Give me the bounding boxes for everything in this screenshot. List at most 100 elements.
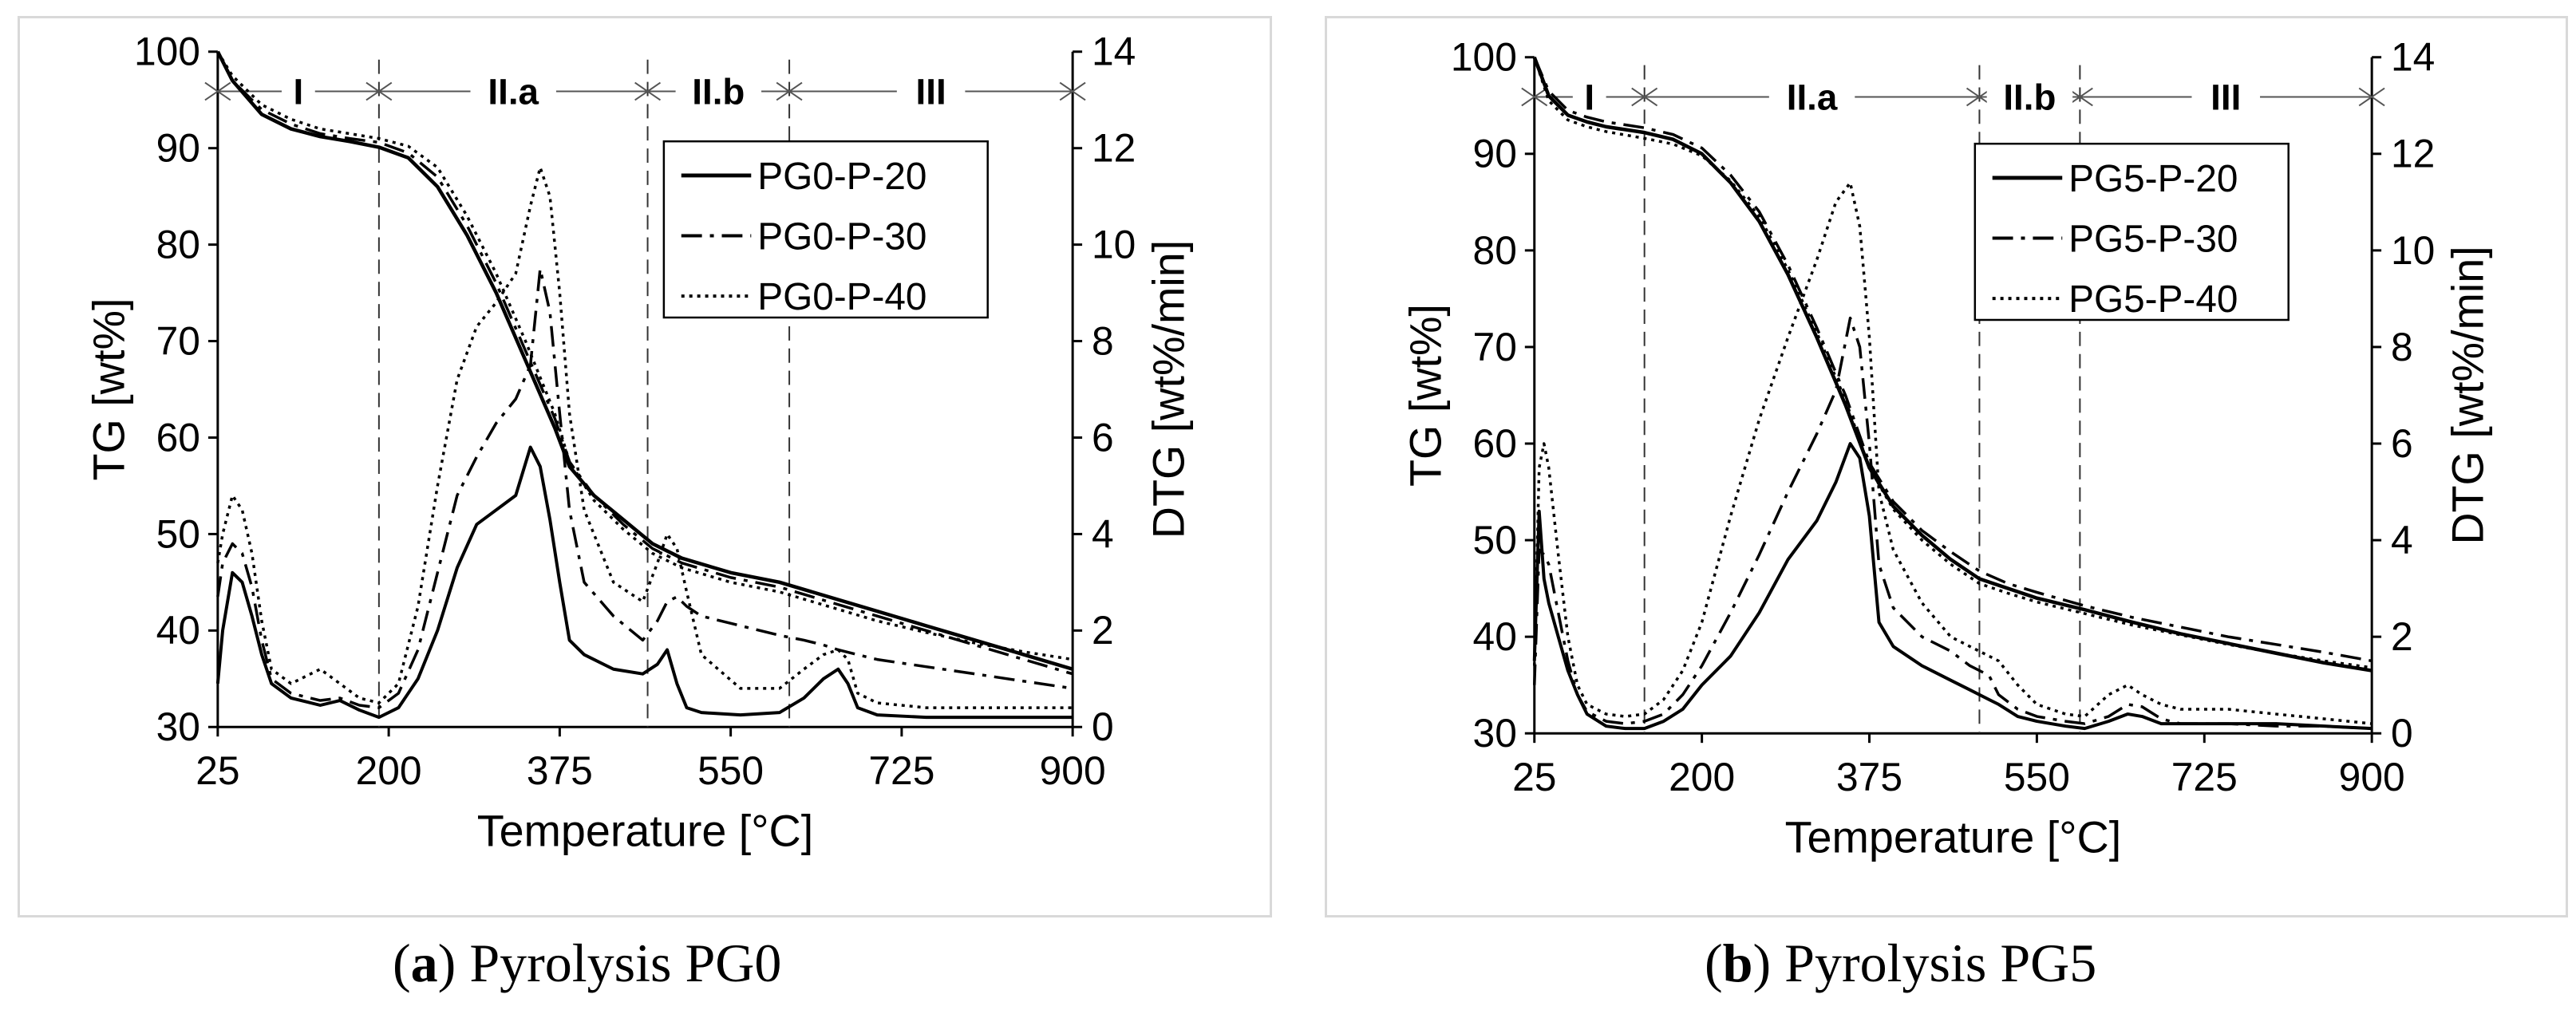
caption-text-a: Pyrolysis PG0 (469, 933, 782, 993)
x-axis-label: Temperature [°C] (477, 806, 814, 855)
y2-axis-label: DTG [wt%/min] (1144, 240, 1193, 539)
y-tick-label-right: 8 (2391, 325, 2413, 369)
stage-label: II.a (488, 71, 539, 112)
y-tick-label-left: 40 (1473, 614, 1517, 659)
stage-arrowhead (1521, 87, 1548, 107)
stage-arrowhead (204, 81, 231, 101)
x-tick-label: 725 (868, 748, 934, 793)
y-tick-label-right: 0 (2391, 711, 2413, 756)
stage-label: III (2211, 77, 2241, 117)
y-tick-label-right: 14 (1092, 30, 1136, 74)
stage-label: II.b (2003, 77, 2056, 117)
x-tick-label: 550 (697, 748, 764, 793)
stage-arrowhead (1059, 81, 1086, 101)
y-tick-label-left: 70 (156, 318, 200, 363)
x-tick-label: 375 (527, 748, 593, 793)
chart-panel-a: 25 200 375 550 725 900 30 40 50 60 70 80 90 100 0 2 4 6 8 1… (18, 16, 1272, 917)
stage-label-bg (896, 67, 966, 112)
x-tick-label: 900 (1040, 748, 1106, 793)
dtg-line-PG0-P-30 (216, 267, 1073, 709)
y2-axis-label: DTG [wt%/min] (2443, 246, 2492, 544)
y-tick-label-left: 70 (1473, 325, 1517, 369)
y-tick-label-left: 90 (1473, 132, 1517, 176)
y-axis-label: TG [wt%] (1401, 304, 1450, 487)
legend-label: PG5-P-30 (2068, 218, 2238, 260)
y-tick-label-right: 12 (2391, 132, 2435, 176)
y-tick-label-right: 4 (2391, 518, 2413, 562)
tg-line-PG5-P-20 (1532, 56, 2373, 673)
y-tick-label-right: 2 (2391, 614, 2413, 659)
caption-text-b: Pyrolysis PG5 (1784, 933, 2097, 993)
legend-box (662, 140, 989, 319)
legend-label: PG0-P-20 (757, 156, 926, 198)
y-tick-label-left: 40 (156, 608, 200, 653)
stage-label-bg (675, 67, 762, 112)
legend-box (1973, 142, 2290, 322)
tg-line-PG0-P-20 (215, 50, 1073, 671)
stage-label-bg (2191, 73, 2261, 118)
y-tick-label-right: 6 (2391, 421, 2413, 466)
stage-arrowhead (1631, 87, 1658, 107)
stage-label: III (916, 71, 946, 112)
x-tick-label: 900 (2339, 755, 2405, 799)
caption-label-b: b (1722, 933, 1753, 993)
y-tick-label-right: 0 (1092, 704, 1114, 749)
x-tick-label: 25 (1512, 755, 1556, 799)
caption-a: (a) Pyrolysis PG0 (393, 933, 782, 993)
dtg-line-PG0-P-40 (216, 166, 1073, 709)
y-tick-label-right: 4 (1092, 511, 1114, 556)
legend-label: PG0-P-30 (757, 215, 926, 258)
y-tick-label-left: 30 (156, 704, 200, 749)
stage-label-bg (281, 67, 315, 112)
stage-label: I (294, 71, 304, 112)
legend-label: PG0-P-40 (757, 276, 926, 318)
stage-label: II.b (692, 71, 745, 112)
stage-arrowhead (2358, 87, 2385, 107)
y-tick-label-left: 50 (156, 511, 200, 556)
x-tick-label: 25 (196, 748, 239, 793)
y-tick-label-right: 6 (1092, 415, 1114, 460)
y-tick-label-left: 50 (1473, 518, 1517, 562)
x-axis-label: Temperature [°C] (1785, 812, 2122, 862)
x-tick-label: 200 (356, 748, 422, 793)
stage-arrowhead (634, 81, 662, 101)
caption-b: (b) Pyrolysis PG5 (1705, 933, 2097, 993)
dtg-line-PG0-P-20 (215, 445, 1073, 720)
y-axis-label: TG [wt%] (84, 298, 133, 481)
y-tick-label-left: 90 (156, 126, 200, 171)
stage-arrowhead (365, 81, 393, 101)
y-tick-label-left: 80 (1473, 228, 1517, 273)
legend-label: PG5-P-40 (2068, 278, 2238, 321)
stage-label: I (1584, 77, 1594, 117)
stage-label: II.a (1787, 77, 1838, 117)
stage-label-bg (1768, 73, 1855, 118)
tg-line-PG0-P-30 (216, 50, 1073, 676)
y-tick-label-left: 60 (1473, 421, 1517, 466)
chart-svg-a: 25 200 375 550 725 900 30 40 50 60 70 80 90 100 0 2 4 6 8 1… (84, 30, 1193, 856)
dtg-line-PG5-P-40 (1533, 181, 2373, 725)
stage-arrowhead (776, 81, 803, 101)
chart-panel-b: 25 200 375 550 725 900 30 40 50 60 70 80 90 100 0 2 4 6 8 1… (1325, 16, 2568, 917)
dtg-line-PG5-P-30 (1533, 316, 2373, 730)
y-tick-label-right: 8 (1092, 318, 1114, 363)
dtg-line-PG5-P-20 (1532, 442, 2373, 731)
stage-label-bg (1986, 73, 2073, 118)
x-tick-label: 725 (2171, 755, 2238, 799)
y-tick-label-left: 100 (134, 30, 200, 74)
y-tick-label-left: 60 (156, 415, 200, 460)
legend-label: PG5-P-20 (2068, 158, 2238, 200)
x-tick-label: 200 (1669, 755, 1735, 799)
y-tick-label-left: 100 (1451, 35, 1517, 80)
caption-label-a: a (410, 933, 438, 993)
y-tick-label-right: 14 (2391, 35, 2435, 80)
y-tick-label-right: 10 (2391, 228, 2435, 273)
y-tick-label-left: 80 (156, 223, 200, 267)
y-tick-label-right: 12 (1092, 126, 1136, 171)
x-tick-label: 375 (1836, 755, 1902, 799)
stage-label-bg (470, 67, 556, 112)
stage-label-bg (1572, 73, 1606, 118)
y-tick-label-left: 30 (1473, 711, 1517, 756)
x-tick-label: 550 (2004, 755, 2070, 799)
chart-svg-b: 25 200 375 550 725 900 30 40 50 60 70 80 90 100 0 2 4 6 8 1… (1401, 35, 2492, 862)
y-tick-label-right: 10 (1092, 223, 1136, 267)
